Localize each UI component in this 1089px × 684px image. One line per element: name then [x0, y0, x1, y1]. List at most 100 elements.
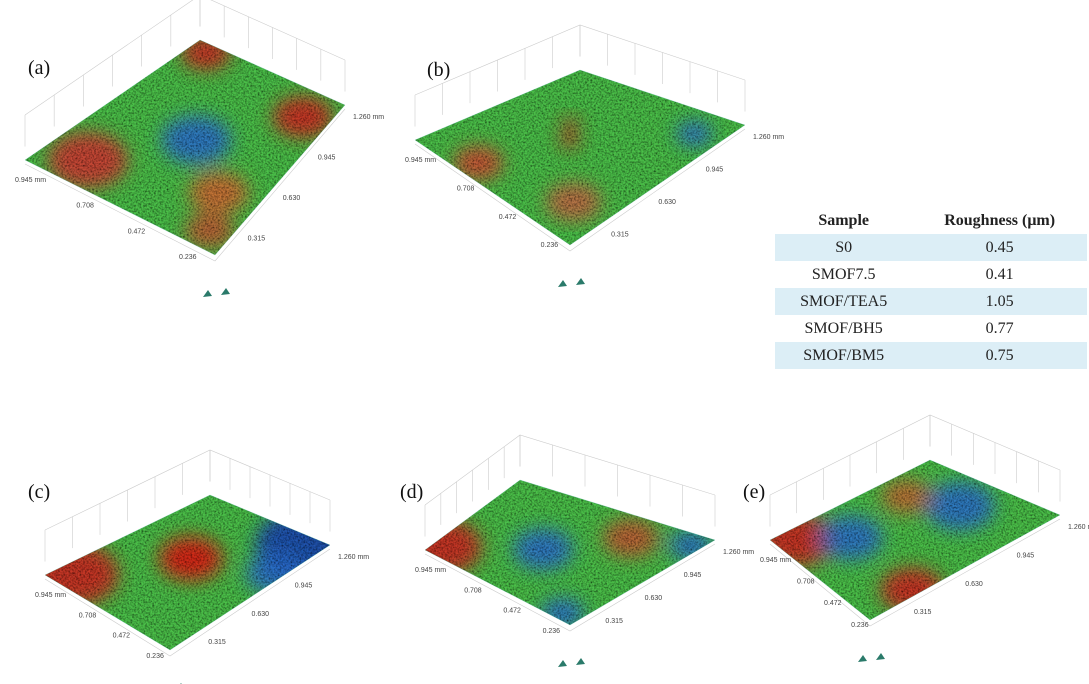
height-region: [669, 530, 713, 561]
header-cell: Roughness (μm): [912, 208, 1087, 234]
axis-tick-label: 0.945: [684, 572, 702, 579]
surface-panel: (e) 0.945 mm 0.708 0.472 0.236 1.260 mm 0.945 0…: [743, 415, 1089, 662]
icon-part: [203, 290, 212, 297]
height-region: [159, 536, 223, 581]
axis-tick-label: 0.630: [283, 195, 301, 202]
icon-part: [221, 288, 230, 295]
axis-tick-label: 0.945: [1017, 552, 1035, 559]
axis-tick-label: 1.260 mm: [1068, 524, 1089, 531]
height-region: [603, 519, 659, 558]
orientation-icon: [558, 278, 585, 287]
axis-tick-label: 0.945: [706, 166, 724, 173]
axis-tick-label: 0.630: [252, 611, 270, 618]
table-cell: SMOF/TEA5: [775, 288, 912, 315]
height-region: [560, 134, 580, 148]
orientation-icon: [558, 658, 585, 667]
axis-tick-label: 0.315: [605, 618, 623, 625]
axis-tick-label: 0.945 mm: [35, 592, 66, 599]
axis-tick-label: 0.315: [248, 236, 266, 243]
axis-tick-label: 0.708: [464, 587, 482, 594]
axis-tick-label: 0.708: [797, 579, 815, 586]
panel-label: (a): [28, 57, 50, 79]
axis-tick-label: 0.236: [851, 622, 869, 629]
axis-tick-label: 0.630: [965, 581, 983, 588]
icon-part: [576, 658, 585, 665]
height-region: [453, 146, 503, 181]
panel-label: (d): [400, 481, 423, 503]
box-edge: [425, 435, 715, 505]
axis-tick-label: 0.945: [295, 582, 313, 589]
height-region: [676, 121, 712, 146]
surface-panel: (c) 0.945 mm 0.708 0.472 0.236 1.260 mm 0.945 0…: [28, 450, 369, 684]
axis-tick-label: 0.472: [503, 608, 521, 615]
axis-tick-label: 0.945 mm: [15, 177, 46, 184]
surface-panel: (b) 0.945 mm 0.708 0.472 0.236 1.260 mm 0.945 0…: [405, 25, 784, 287]
height-region: [925, 482, 995, 531]
axis-tick-label: 0.472: [499, 214, 517, 221]
icon-part: [558, 660, 567, 667]
icon-part: [558, 280, 567, 287]
axis-tick-label: 0.945 mm: [760, 557, 791, 564]
axis-tick-label: 1.260 mm: [753, 134, 784, 141]
orientation-icon: [203, 288, 230, 297]
axis-tick-label: 1.260 mm: [723, 549, 754, 556]
height-region: [513, 528, 573, 570]
axis-tick-label: 0.315: [611, 231, 629, 238]
header-cell: Sample: [775, 208, 912, 234]
table-cell: 1.05: [912, 288, 1087, 315]
axis-tick-label: 0.630: [645, 595, 663, 602]
table-cell: 0.41: [912, 261, 1087, 288]
panel-label: (c): [28, 481, 50, 503]
table-cell: 0.77: [912, 315, 1087, 342]
axis-tick-label: 0.472: [113, 633, 131, 640]
orientation-icon: [858, 653, 885, 662]
axis-tick-label: 0.708: [457, 185, 475, 192]
axis-tick-label: 0.236: [146, 653, 164, 660]
axis-tick-label: 0.945 mm: [405, 157, 436, 164]
icon-part: [576, 278, 585, 285]
axis-tick-label: 0.708: [79, 612, 97, 619]
height-region: [546, 182, 602, 221]
surface: [29, 495, 365, 650]
panel-label: (b): [427, 59, 450, 81]
height-region: [561, 118, 579, 131]
surface: [402, 480, 715, 629]
icon-part: [876, 653, 885, 660]
height-region: [881, 479, 931, 514]
axis-tick-label: 0.945: [318, 155, 336, 162]
axis-tick-label: 0.472: [128, 228, 146, 235]
figure: (a) 0.945 mm 0.708 0.472 0.236 1.260 mm 0.945 0…: [0, 0, 1089, 684]
axis-tick-label: 0.236: [541, 242, 559, 249]
height-region: [273, 96, 333, 138]
height-region: [819, 515, 883, 560]
height-region: [189, 172, 249, 214]
axis-tick-label: 0.708: [76, 203, 94, 210]
height-region: [184, 213, 234, 248]
axis-tick-label: 1.260 mm: [338, 554, 369, 561]
table-cell: SMOF/BM5: [775, 342, 912, 369]
surface: [415, 70, 745, 245]
table-cell: 0.45: [912, 234, 1087, 261]
table-cell: SMOF7.5: [775, 261, 912, 288]
surface-panel: (d)0.945 mm0.7080.4720.2361.260 mm0.9450…: [400, 435, 754, 667]
height-region: [880, 568, 944, 613]
height-region: [161, 116, 231, 165]
axis-tick-label: 0.236: [543, 628, 561, 635]
height-region: [181, 35, 231, 70]
axis-tick-label: 0.315: [914, 609, 932, 616]
table-cell: SMOF/BH5: [775, 315, 912, 342]
axis-tick-label: 1.260 mm: [353, 114, 384, 121]
surface: [25, 35, 345, 255]
axis-tick-label: 0.315: [208, 639, 226, 646]
axis-tick-label: 0.630: [658, 199, 676, 206]
axis-tick-label: 0.472: [824, 600, 842, 607]
height-region: [48, 132, 128, 188]
panel-label: (e): [743, 481, 765, 503]
